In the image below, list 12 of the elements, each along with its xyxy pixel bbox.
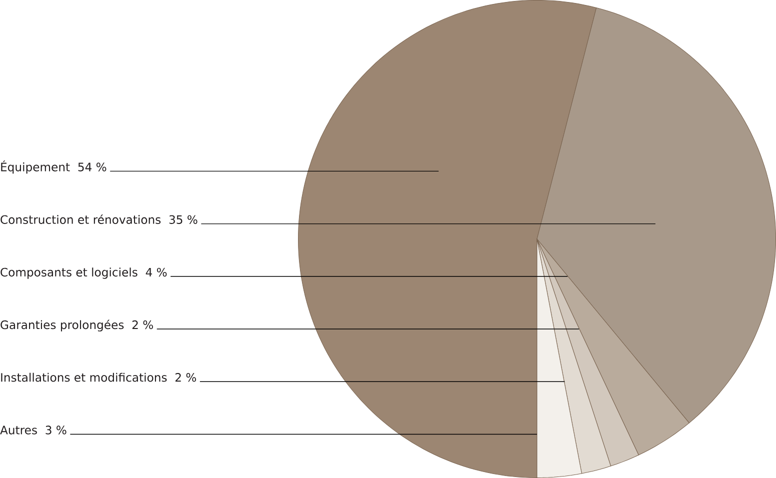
data-label: 54 % xyxy=(78,162,106,172)
slice-label: Garanties prolongées xyxy=(0,320,124,332)
slice-label: Autres xyxy=(0,426,37,434)
data-label: 35 % xyxy=(169,215,198,224)
slice-label: Construction et rénovations xyxy=(0,214,161,224)
data-label: 2 % xyxy=(175,373,196,382)
slice-label: Composants et logiciels xyxy=(0,268,138,279)
slice-label: Équipement xyxy=(1,160,70,174)
data-label: 3 % xyxy=(46,426,66,434)
slice-label: Installations et modifications xyxy=(1,372,167,382)
data-label: 2 % xyxy=(132,320,153,330)
data-label: 4 % xyxy=(146,268,167,277)
